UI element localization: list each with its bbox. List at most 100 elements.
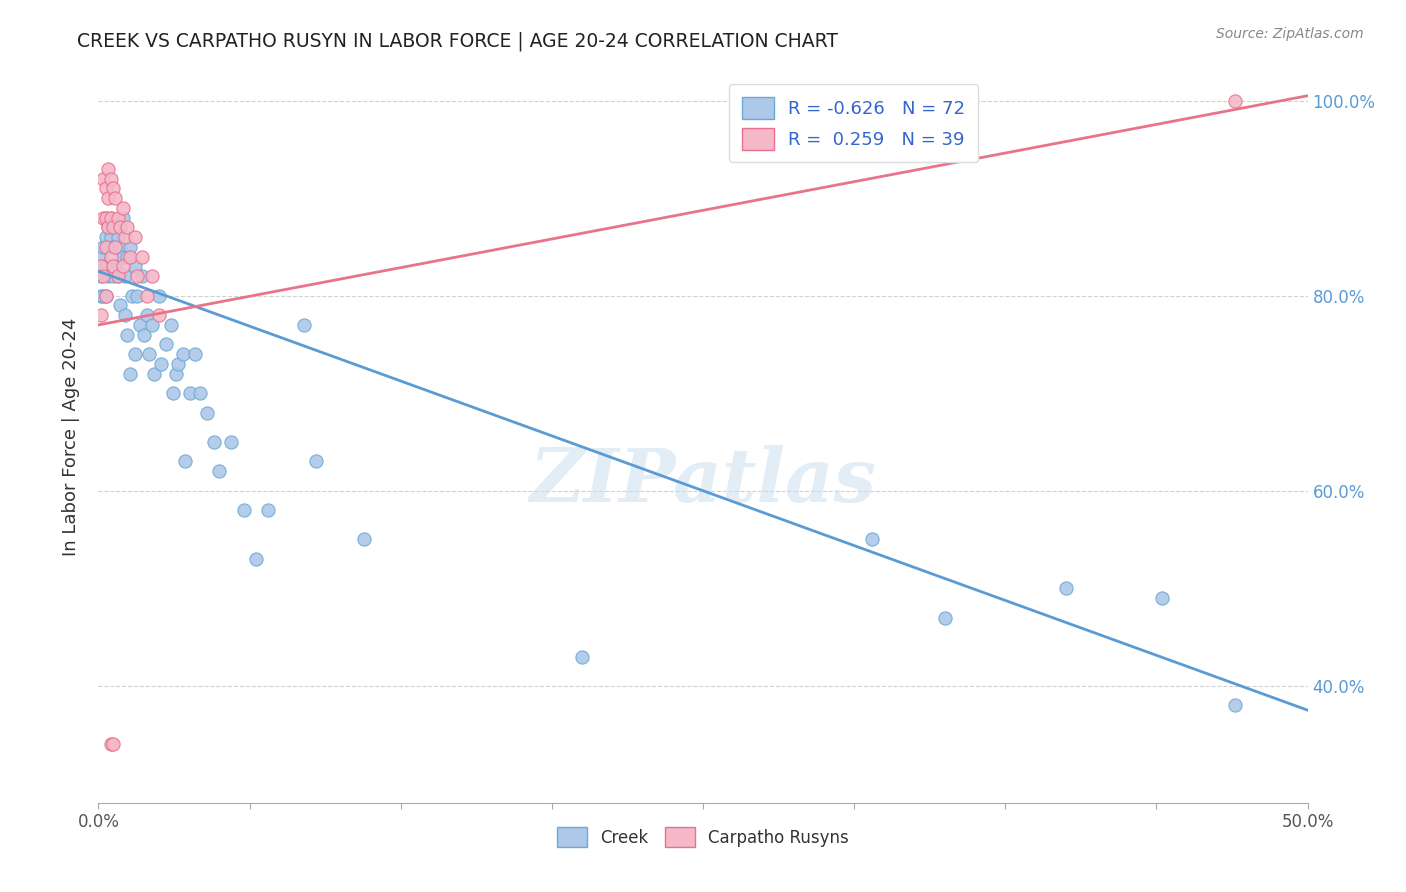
Point: [94, 181, 117, 195]
Point: [100, 737, 122, 751]
Point: [124, 260, 146, 274]
Point: [97, 269, 120, 284]
Point: [1223, 94, 1246, 108]
Point: [90, 250, 112, 264]
Point: [114, 230, 136, 244]
Point: [141, 269, 163, 284]
Point: [108, 240, 131, 254]
Point: [94, 288, 117, 302]
Point: [195, 406, 218, 420]
Point: [100, 171, 122, 186]
Point: [148, 308, 170, 322]
Point: [860, 533, 883, 547]
Point: [101, 269, 124, 284]
Point: [131, 250, 153, 264]
Point: [94, 240, 117, 254]
Point: [104, 240, 127, 254]
Point: [245, 552, 267, 566]
Point: [118, 250, 141, 264]
Y-axis label: In Labor Force | Age 20-24: In Labor Force | Age 20-24: [62, 318, 80, 557]
Point: [162, 386, 184, 401]
Point: [101, 737, 124, 751]
Point: [174, 454, 197, 468]
Point: [97, 220, 120, 235]
Point: [1152, 591, 1174, 605]
Point: [100, 250, 122, 264]
Point: [124, 230, 146, 244]
Point: [128, 318, 150, 332]
Point: [97, 191, 120, 205]
Point: [91, 240, 114, 254]
Point: [188, 386, 211, 401]
Point: [138, 347, 160, 361]
Text: Source: ZipAtlas.com: Source: ZipAtlas.com: [1216, 27, 1364, 41]
Point: [141, 318, 163, 332]
Point: [101, 181, 124, 195]
Point: [143, 367, 166, 381]
Point: [104, 260, 127, 274]
Point: [121, 288, 143, 302]
Point: [100, 211, 122, 225]
Point: [107, 230, 129, 244]
Point: [94, 260, 117, 274]
Point: [91, 260, 114, 274]
Point: [172, 347, 194, 361]
Point: [184, 347, 207, 361]
Point: [179, 386, 201, 401]
Point: [1054, 581, 1077, 595]
Point: [100, 230, 122, 244]
Point: [292, 318, 315, 332]
Point: [124, 347, 146, 361]
Point: [100, 211, 122, 225]
Point: [94, 288, 117, 302]
Point: [91, 269, 114, 284]
Point: [934, 610, 956, 624]
Point: [104, 220, 127, 235]
Point: [117, 250, 139, 264]
Point: [204, 434, 226, 449]
Point: [97, 240, 120, 254]
Point: [165, 367, 187, 381]
Point: [208, 464, 231, 478]
Point: [118, 240, 141, 254]
Point: [101, 220, 124, 235]
Point: [107, 269, 129, 284]
Point: [148, 288, 170, 302]
Point: [305, 454, 328, 468]
Point: [90, 260, 112, 274]
Point: [232, 503, 254, 517]
Point: [135, 308, 157, 322]
Point: [91, 288, 114, 302]
Point: [107, 269, 129, 284]
Point: [101, 260, 124, 274]
Point: [101, 220, 124, 235]
Point: [1223, 698, 1246, 713]
Point: [117, 220, 139, 235]
Point: [127, 269, 149, 284]
Point: [127, 288, 149, 302]
Point: [91, 211, 114, 225]
Point: [90, 269, 112, 284]
Point: [107, 211, 129, 225]
Point: [118, 367, 141, 381]
Point: [90, 288, 112, 302]
Text: CREEK VS CARPATHO RUSYN IN LABOR FORCE | AGE 20-24 CORRELATION CHART: CREEK VS CARPATHO RUSYN IN LABOR FORCE |…: [77, 31, 838, 51]
Point: [114, 308, 136, 322]
Point: [104, 191, 127, 205]
Point: [100, 260, 122, 274]
Point: [221, 434, 243, 449]
Point: [155, 337, 177, 351]
Point: [108, 220, 131, 235]
Point: [111, 250, 134, 264]
Point: [131, 269, 153, 284]
Legend: Creek, Carpatho Rusyns: Creek, Carpatho Rusyns: [547, 817, 859, 856]
Point: [94, 211, 117, 225]
Point: [90, 308, 112, 322]
Point: [117, 327, 139, 342]
Point: [91, 171, 114, 186]
Text: ZIPatlas: ZIPatlas: [530, 445, 876, 517]
Point: [114, 269, 136, 284]
Point: [150, 357, 173, 371]
Point: [160, 318, 183, 332]
Point: [134, 327, 156, 342]
